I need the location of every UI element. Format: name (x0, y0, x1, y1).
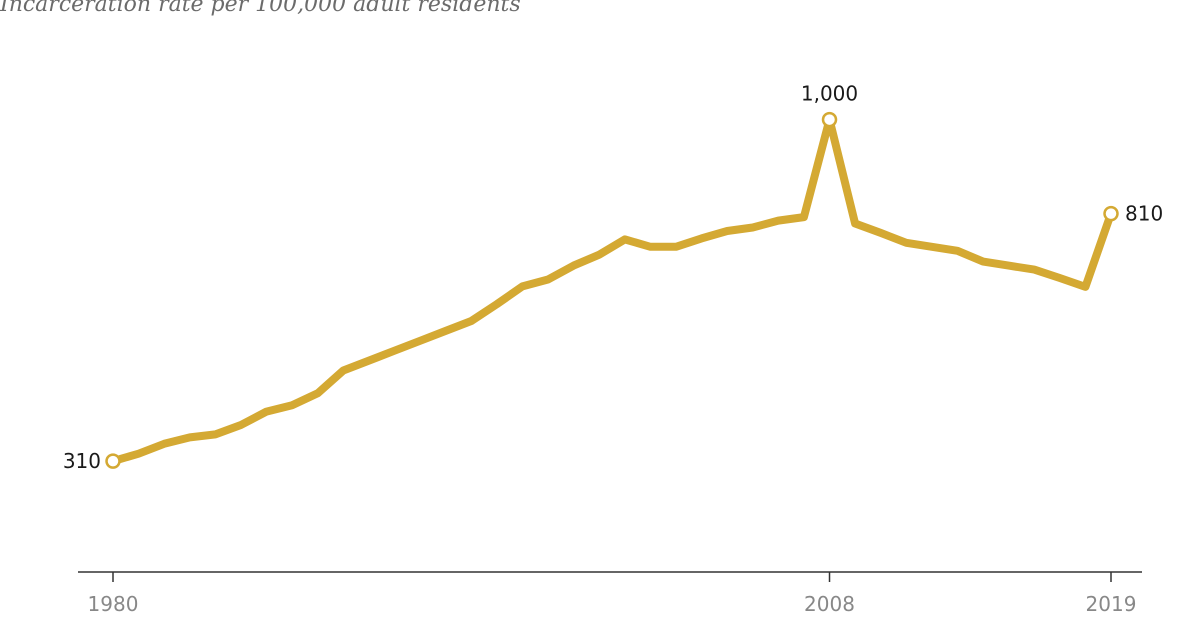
data-point-label: 810 (1125, 202, 1163, 226)
data-point-marker (1103, 205, 1119, 222)
data-point-label: 1,000 (801, 82, 858, 106)
series-line (109, 115, 1115, 466)
data-point-marker (821, 111, 838, 128)
x-tick-label: 1980 (88, 592, 139, 616)
x-tick-label: 2008 (804, 592, 855, 616)
data-point-label: 310 (63, 449, 101, 473)
data-point-marker (105, 453, 121, 469)
chart-subtitle: Incarceration rate per 100,000 adult res… (0, 0, 521, 17)
x-tick-label: 2019 (1086, 592, 1137, 616)
